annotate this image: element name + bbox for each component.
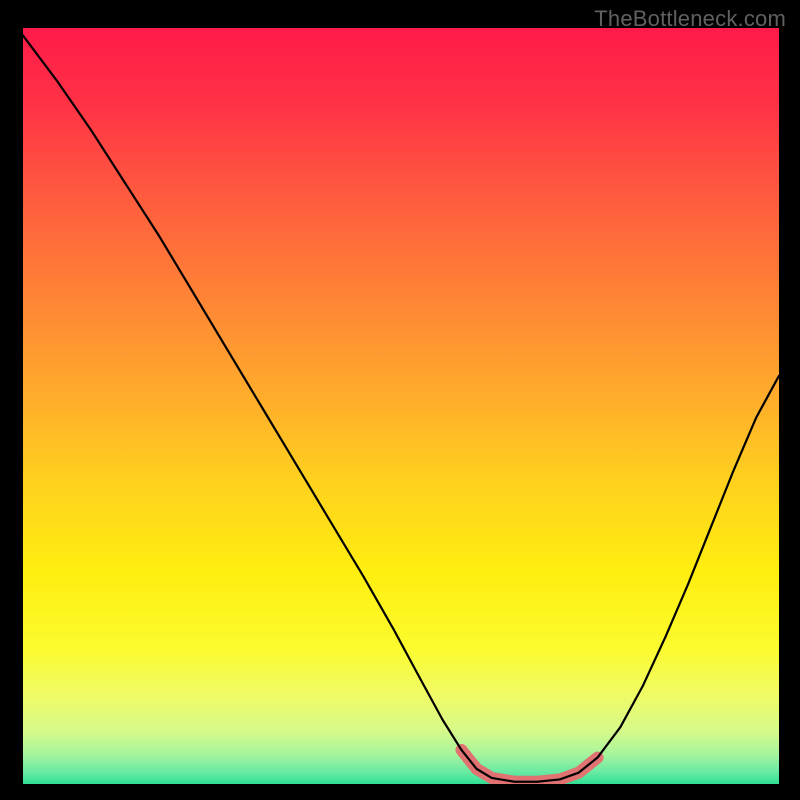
watermark-text: TheBottleneck.com: [594, 6, 786, 32]
plot-area: [23, 28, 779, 784]
chart-frame: TheBottleneck.com: [0, 0, 800, 800]
bottleneck-curve: [23, 28, 779, 784]
